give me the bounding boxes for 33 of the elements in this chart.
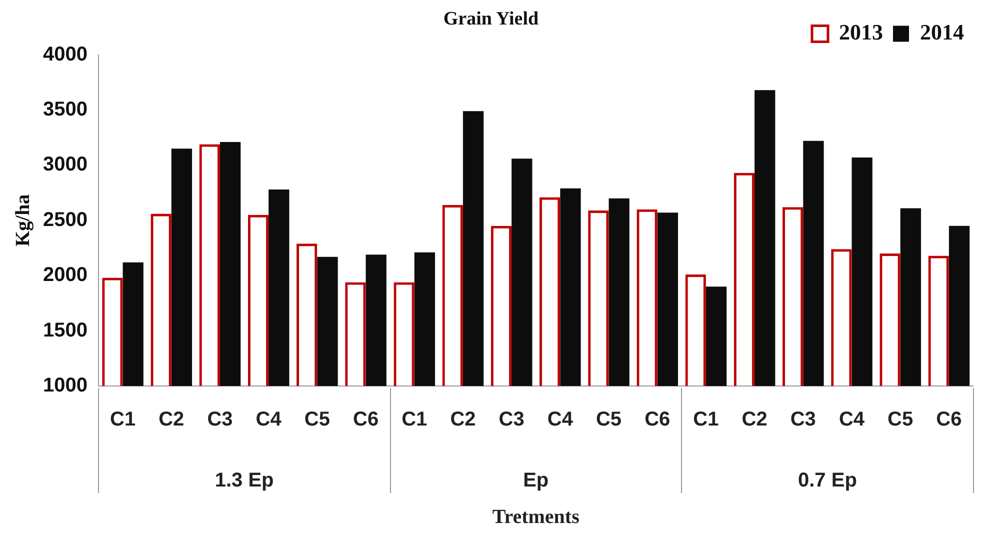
- x-tick-label: C1: [402, 408, 428, 431]
- x-tick-label: C5: [596, 408, 622, 431]
- x-tick-label: C4: [547, 408, 574, 431]
- x-tick-label: C1: [110, 408, 136, 431]
- x-tick-label: C1: [693, 408, 719, 431]
- x-tick-label: C6: [352, 408, 379, 431]
- x-tick-label: C5: [304, 408, 330, 431]
- x-tick-label: C3: [207, 408, 233, 431]
- y-tick-label: 1500: [42, 319, 88, 342]
- text: Ep: [523, 470, 549, 492]
- y-tick-label: 2500: [42, 208, 88, 231]
- y-axis-title: Kg/ha: [12, 194, 34, 247]
- text: 0.7 Ep: [798, 470, 857, 492]
- x-tick-label: C3: [498, 408, 524, 431]
- x-tick-label: C3: [790, 408, 816, 431]
- y-tick-label: 3000: [42, 154, 88, 176]
- text: 1.3 Ep: [214, 470, 274, 492]
- x-tick-label: C4: [256, 408, 282, 431]
- x-tick-label: C5: [888, 408, 914, 431]
- y-tick-label: 1000: [42, 374, 88, 397]
- x-tick-label: C4: [838, 408, 866, 431]
- x-axis-title: Tretments: [492, 506, 580, 528]
- x-tick-label: C2: [158, 408, 184, 431]
- x-tick-label: C2: [742, 408, 768, 431]
- chart-title: Grain Yield: [443, 8, 540, 30]
- legend-label: 2014: [920, 19, 964, 44]
- x-tick-label: C6: [644, 408, 670, 431]
- y-tick-label: 2000: [42, 264, 88, 286]
- legend-label: 2013: [839, 19, 883, 44]
- y-tick-label: 3500: [42, 98, 88, 121]
- y-tick-label: 4000: [42, 43, 88, 66]
- x-tick-label: C2: [450, 408, 476, 431]
- x-tick-label: C6: [936, 408, 962, 431]
